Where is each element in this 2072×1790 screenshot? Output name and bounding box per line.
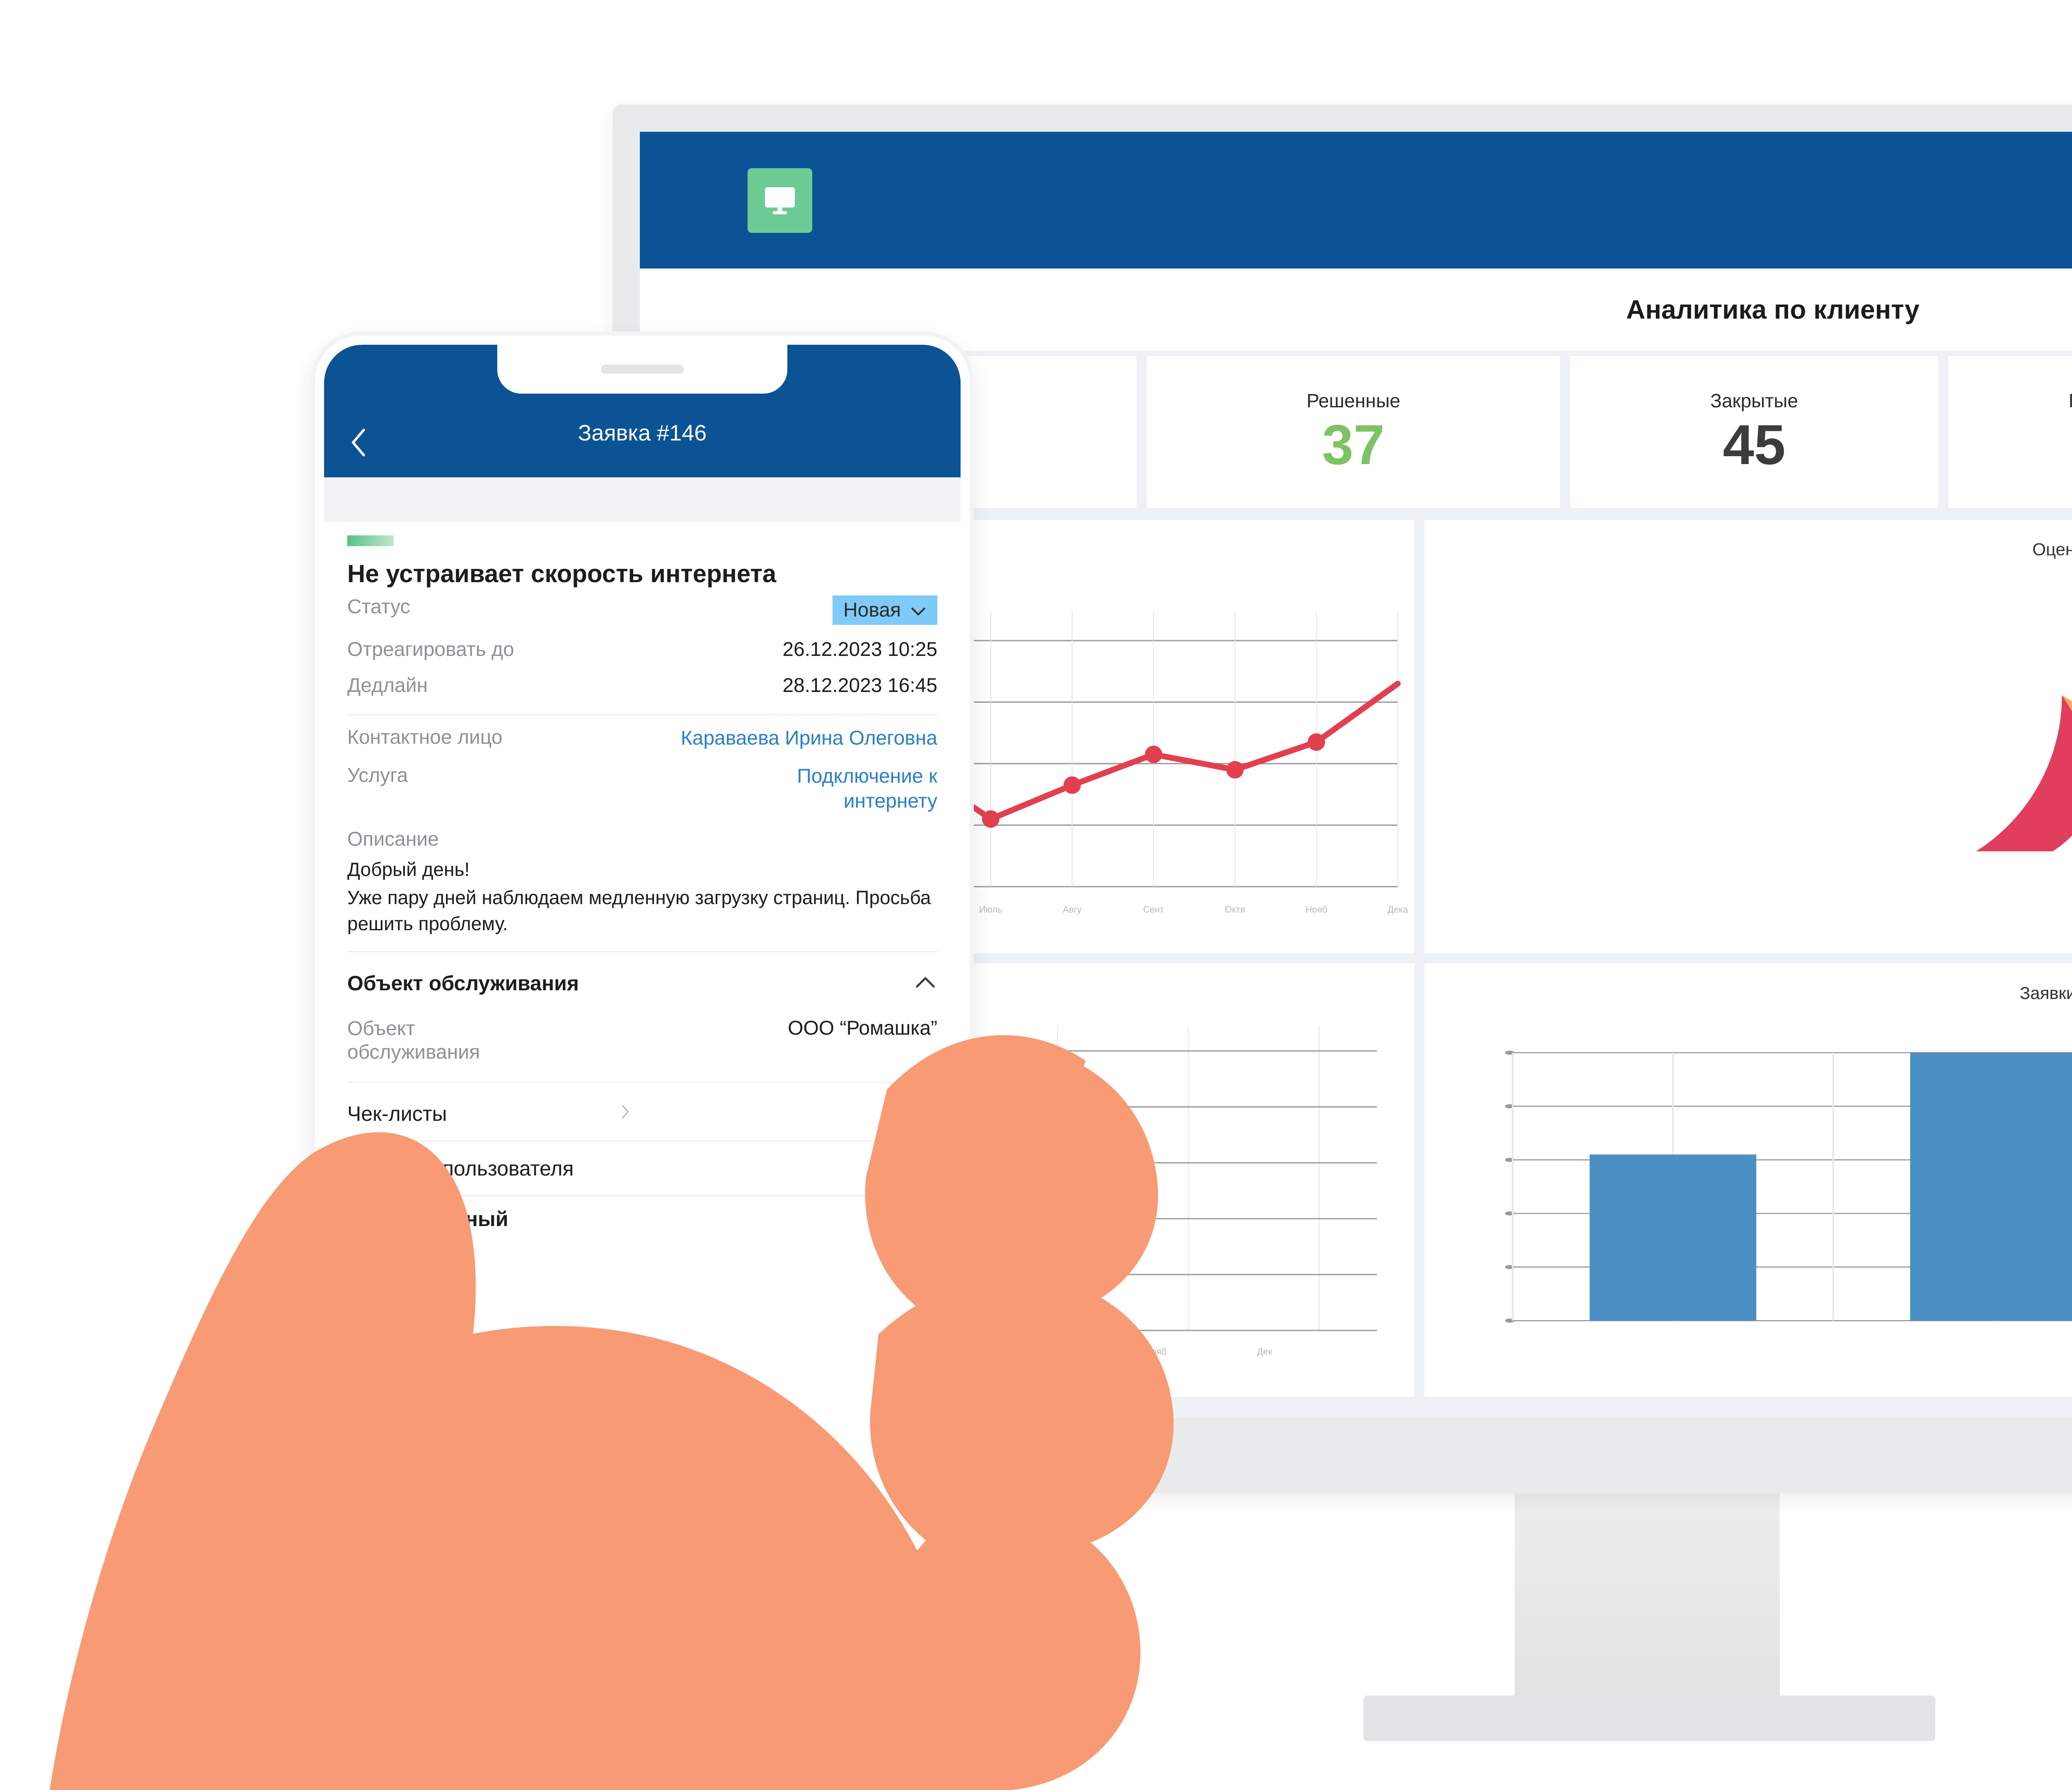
divider [347, 1140, 937, 1142]
divider [347, 714, 937, 716]
field-row-service: Услуга Подключение к интернету [347, 757, 937, 820]
description-label: Описание [347, 828, 439, 851]
chevron-down-icon [913, 1156, 937, 1180]
phone-screen: Заявка #146 Не устраивает скорость интер… [324, 345, 961, 1781]
ticket-color-strip [347, 535, 394, 546]
comment-count: 1 [392, 1240, 425, 1263]
section-label: Объект обслуживания [347, 971, 579, 995]
ticket-detail: Не устраивает скорость интернета Статус … [324, 522, 961, 1781]
kpi-card-closed[interactable]: Закрытые 45 [1570, 356, 1939, 509]
divider [347, 951, 937, 952]
svg-text:Дека: Дека [1387, 904, 1408, 914]
section-label: Чек-листы [347, 1102, 447, 1125]
app-logo-desktop-monitor-icon[interactable] [748, 168, 812, 233]
field-row-contact-person: Контактное лицо Караваева Ирина Олеговна [347, 719, 937, 757]
phone-title: Заявка #146 [578, 421, 707, 445]
svg-text:Дек: Дек [1257, 1346, 1272, 1357]
chevron-left-icon[interactable] [347, 426, 370, 461]
chevron-down-icon [910, 599, 927, 622]
divider [347, 1081, 937, 1083]
chart-card-gauge[interactable]: Оценка качества обслуживания 4,97 [1424, 519, 2072, 954]
svg-text:Нояб: Нояб [1145, 1346, 1167, 1357]
svg-text:Июль: Июль [979, 904, 1002, 914]
divider [347, 1195, 937, 1196]
field-value: ООО “Ромашка” [788, 1017, 937, 1039]
chart-title: Оценка качества обслуживания [2032, 539, 2072, 559]
chart-card-vbar[interactable]: Заявки по объектам обслуживания [1424, 963, 2072, 1398]
section-label: Контакты пользователя [347, 1156, 574, 1180]
service-link[interactable]: Подключение к интернету [797, 765, 937, 813]
kpi-label: Просроченные [2069, 389, 2072, 412]
section-user-contacts[interactable]: Контакты пользователя [347, 1142, 937, 1195]
mobile-phone: Заявка #146 Не устраивает скорость интер… [315, 336, 970, 1790]
field-label: Отреагировать до [347, 639, 514, 661]
attachment-count: 2 [347, 1241, 378, 1262]
contact-person-link[interactable]: Караваева Ирина Олеговна [680, 727, 937, 750]
kpi-label: Решенные [1306, 389, 1401, 411]
app-topbar: Редактировать [640, 132, 2072, 268]
field-label: Статус [347, 596, 410, 618]
chevron-right-icon [620, 1102, 631, 1126]
ticket-meta-row: 2 1 [347, 1231, 937, 1263]
kpi-value: 45 [1723, 413, 1786, 476]
phone-speaker [601, 365, 684, 374]
comment-icon [392, 1240, 410, 1263]
comment-count-value: 1 [415, 1242, 425, 1260]
field-label: Дедлайн [347, 675, 428, 697]
kpi-label: Закрытые [1710, 389, 1798, 411]
svg-text:Октя: Октя [1225, 904, 1245, 914]
desktop-monitor: Редактировать Аналитика по клиенту Решен… [612, 104, 2072, 1493]
chevron-up-icon [913, 971, 937, 995]
kpi-card-overdue[interactable]: Просроченные 2 [1948, 356, 2072, 509]
responsible-label: Ответственный [347, 1207, 508, 1231]
kpi-card-resolved[interactable]: Решенные 37 [1146, 356, 1561, 509]
section-object-of-service[interactable]: Объект обслуживания [347, 956, 937, 1010]
vbar-chart-svg [1505, 1050, 2072, 1323]
status-badge[interactable]: Новая [832, 595, 937, 625]
monitor-stand-neck [1515, 1493, 1780, 1700]
svg-text:Сент: Сент [1143, 904, 1164, 914]
field-value: 28.12.2023 16:45 [782, 675, 937, 697]
field-label: Услуга [347, 764, 408, 787]
field-row-object: Объект обслуживания ООО “Ромашка” [347, 1010, 937, 1071]
kpi-value: 37 [1322, 413, 1385, 476]
phone-status-gap [324, 477, 961, 522]
ticket-heading: Не устраивает скорость интернета [347, 560, 777, 588]
monitor-stand-base [1363, 1696, 1935, 1741]
description-line-1: Добрый день! [347, 859, 470, 880]
section-checklists[interactable]: Чек-листы [347, 1087, 937, 1141]
chart-title: Заявки по объектам обслуживания [2019, 983, 2072, 1003]
svg-text:Авгу: Авгу [1063, 904, 1082, 914]
field-value: 26.12.2023 10:25 [782, 639, 937, 661]
page-title: Аналитика по клиенту [1626, 295, 1920, 324]
field-label: Контактное лицо [347, 726, 503, 749]
svg-text:Нояб: Нояб [1305, 904, 1327, 914]
field-row-deadline: Дедлайн 28.12.2023 16:45 [347, 668, 937, 704]
field-row-react-by: Отреагировать до 26.12.2023 10:25 [347, 631, 937, 668]
field-label: Объект обслуживания [347, 1017, 480, 1064]
gauge-chart-svg: 4,97 [1976, 695, 2072, 851]
attachment-count-value: 2 [369, 1242, 378, 1260]
description-line-2: Уже пару дней наблюдаем медленную загруз… [347, 886, 931, 935]
status-badge-label: Новая [843, 599, 901, 622]
svg-text:Окт: Окт [1039, 1346, 1054, 1357]
field-row-status: Статус Новая [347, 589, 937, 631]
paperclip-icon [347, 1241, 364, 1262]
